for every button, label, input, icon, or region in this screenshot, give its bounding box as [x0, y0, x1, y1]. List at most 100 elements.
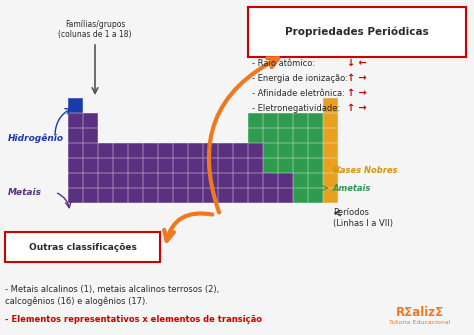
Bar — [143, 143, 157, 157]
Bar — [68, 173, 82, 187]
Bar — [158, 173, 172, 187]
Bar — [173, 173, 187, 187]
Text: Tutoria Educacional: Tutoria Educacional — [389, 321, 451, 326]
Bar — [308, 158, 322, 172]
Bar — [128, 158, 142, 172]
Bar — [233, 188, 247, 202]
Bar — [293, 143, 307, 157]
Text: - Metais alcalinos (1), metais alcalinos terrosos (2),
calcogênios (16) e alogên: - Metais alcalinos (1), metais alcalinos… — [5, 285, 219, 307]
Bar — [83, 188, 97, 202]
Text: ↑ →: ↑ → — [347, 103, 366, 113]
Bar — [263, 113, 277, 127]
Bar — [293, 128, 307, 142]
Bar — [113, 188, 127, 202]
Bar — [248, 158, 262, 172]
Text: ↓ ←: ↓ ← — [347, 58, 366, 68]
Bar — [113, 143, 127, 157]
Bar — [248, 113, 262, 127]
Bar — [203, 173, 217, 187]
Bar — [83, 158, 97, 172]
Bar — [248, 143, 262, 157]
Bar — [278, 113, 292, 127]
Bar — [143, 158, 157, 172]
Bar — [323, 173, 337, 187]
Bar — [203, 158, 217, 172]
Bar — [83, 128, 97, 142]
Bar — [143, 173, 157, 187]
Bar — [248, 7, 466, 57]
Bar — [293, 173, 307, 187]
Text: - Energia de ionização:: - Energia de ionização: — [252, 73, 351, 82]
Text: RΣalizΣ: RΣalizΣ — [396, 307, 444, 320]
Bar — [323, 113, 337, 127]
Bar — [113, 173, 127, 187]
Bar — [263, 188, 277, 202]
Bar — [128, 173, 142, 187]
Bar — [128, 188, 142, 202]
Bar — [278, 158, 292, 172]
Text: Metais: Metais — [8, 188, 42, 197]
Text: - Raio atômico:: - Raio atômico: — [252, 59, 318, 67]
Bar — [278, 143, 292, 157]
Bar — [248, 173, 262, 187]
Bar — [143, 188, 157, 202]
Bar — [98, 173, 112, 187]
Text: Outras classificações: Outras classificações — [28, 243, 137, 252]
Bar — [263, 128, 277, 142]
Text: Períodos
(Linhas I a VII): Períodos (Linhas I a VII) — [333, 208, 393, 228]
Bar — [188, 158, 202, 172]
Bar — [233, 173, 247, 187]
Bar — [188, 188, 202, 202]
Bar — [323, 158, 337, 172]
Bar — [218, 143, 232, 157]
Bar — [293, 113, 307, 127]
Bar — [83, 143, 97, 157]
Bar — [308, 128, 322, 142]
Text: Gases Nobres: Gases Nobres — [333, 165, 398, 175]
Bar — [83, 173, 97, 187]
Bar — [278, 188, 292, 202]
Bar — [218, 158, 232, 172]
Text: Ametais: Ametais — [333, 184, 371, 193]
Bar — [128, 143, 142, 157]
Bar — [293, 158, 307, 172]
Bar — [233, 158, 247, 172]
Bar — [323, 98, 337, 112]
Bar — [308, 113, 322, 127]
Bar — [263, 143, 277, 157]
Text: Hidrogênio: Hidrogênio — [8, 133, 64, 143]
Bar — [173, 158, 187, 172]
Text: - Elementos representativos x elementos de transição: - Elementos representativos x elementos … — [5, 315, 262, 324]
Bar — [5, 232, 160, 262]
FancyArrowPatch shape — [209, 58, 278, 212]
Bar — [278, 128, 292, 142]
Bar — [173, 188, 187, 202]
Bar — [173, 143, 187, 157]
Bar — [278, 173, 292, 187]
Bar — [203, 188, 217, 202]
Bar — [98, 188, 112, 202]
Bar — [68, 128, 82, 142]
Bar — [323, 143, 337, 157]
Bar — [158, 188, 172, 202]
Bar — [308, 143, 322, 157]
Bar — [158, 158, 172, 172]
Bar — [188, 143, 202, 157]
Bar — [293, 188, 307, 202]
Bar — [68, 188, 82, 202]
Bar — [83, 113, 97, 127]
Bar — [158, 143, 172, 157]
Bar — [308, 188, 322, 202]
Bar — [218, 173, 232, 187]
Bar — [248, 128, 262, 142]
Bar — [113, 158, 127, 172]
Bar — [98, 143, 112, 157]
Bar — [68, 143, 82, 157]
Bar — [248, 188, 262, 202]
Bar — [68, 158, 82, 172]
Bar — [218, 188, 232, 202]
Text: Propriedades Periódicas: Propriedades Periódicas — [285, 27, 429, 37]
Bar — [323, 188, 337, 202]
Bar — [188, 173, 202, 187]
Bar — [308, 173, 322, 187]
